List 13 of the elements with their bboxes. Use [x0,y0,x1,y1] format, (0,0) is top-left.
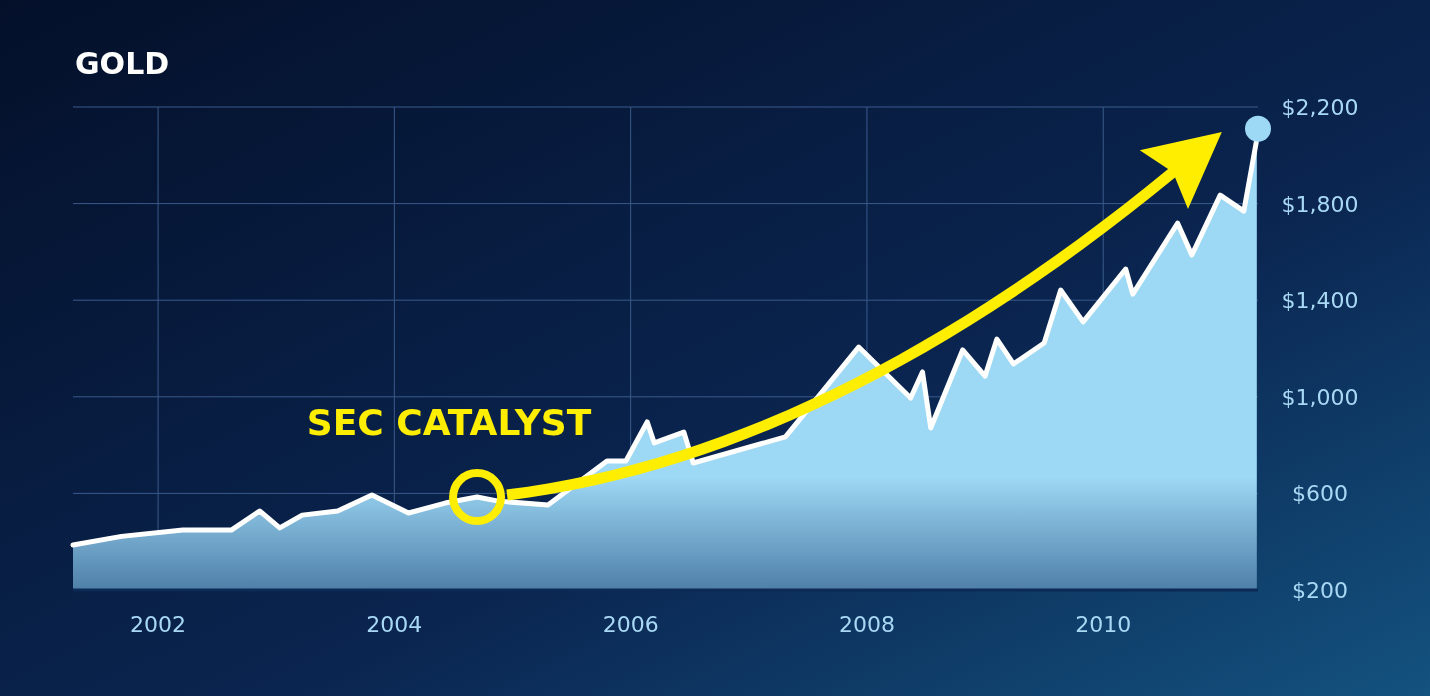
x-tick-label: 2002 [130,612,187,637]
y-tick-label: $600 [1292,481,1348,507]
y-tick-label: $1,000 [1281,384,1359,410]
x-tick-label: 2006 [602,612,659,637]
y-tick-label: $2,200 [1281,95,1359,120]
y-tick-label: $200 [1292,578,1348,603]
y-tick-label: $1,400 [1281,288,1359,314]
chart-title: GOLD [75,46,170,81]
y-tick-label: $1,800 [1281,191,1359,217]
x-tick-label: 2008 [838,612,895,637]
x-tick-label: 2010 [1075,612,1132,637]
x-tick-label: 2004 [366,612,423,637]
annotation: SEC CATALYST [306,402,592,444]
